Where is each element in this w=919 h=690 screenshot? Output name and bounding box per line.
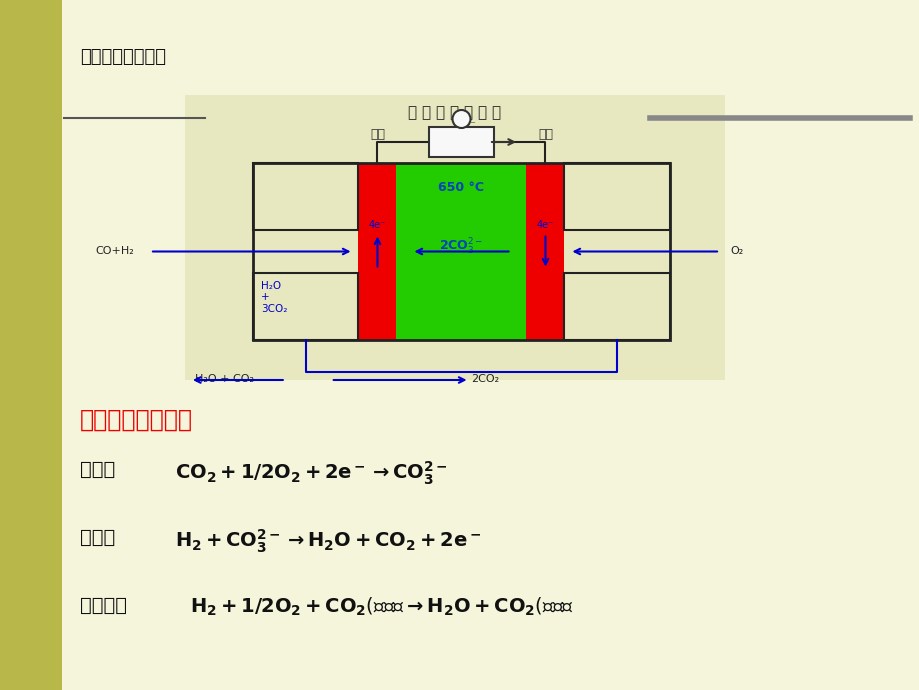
Text: 反 应 原 理 示 意 图: 反 应 原 理 示 意 图 [408,106,501,121]
Text: $\mathbf{H_2+1/2O_2+CO_2}$(阴极）$\mathbf{\rightarrow H_2O+CO_2}$(阳极）: $\mathbf{H_2+1/2O_2+CO_2}$(阴极）$\mathbf{\… [190,596,573,618]
Text: 4e⁻: 4e⁻ [456,120,476,130]
Text: H₂O + CO₂: H₂O + CO₂ [195,374,254,384]
Text: 阴极: 阴极 [538,128,552,141]
Bar [358,163,396,340]
Circle shape [452,110,470,128]
Bar [0,0,62,690]
Text: H₂O
+
3CO₂: H₂O + 3CO₂ [261,281,287,314]
Text: 650 °C: 650 °C [438,181,484,194]
Text: 阴极：: 阴极： [80,460,115,479]
Text: $\mathbf{H_2+CO_3^{2-}\rightarrow H_2O+CO_2+2e^-}$: $\mathbf{H_2+CO_3^{2-}\rightarrow H_2O+C… [175,528,481,555]
Text: 工作原理如下图：: 工作原理如下图： [80,48,165,66]
Bar [428,127,494,157]
Text: 4e⁻: 4e⁻ [537,219,553,230]
Bar [185,95,724,380]
Bar [526,163,564,340]
Bar [564,163,669,230]
Bar [564,273,669,340]
Text: O₂: O₂ [729,246,743,257]
Text: 阳极: 阳极 [369,128,384,141]
Bar [253,163,358,230]
Bar [396,163,526,340]
Bar [253,273,358,340]
Text: 2CO₂: 2CO₂ [471,374,499,384]
Bar [253,163,669,340]
Text: 总反应：: 总反应： [80,596,127,615]
Text: $\mathbf{CO_2+1/2O_2+2e^-\rightarrow CO_3^{2-}}$: $\mathbf{CO_2+1/2O_2+2e^-\rightarrow CO_… [175,460,448,487]
Text: 2CO$_3^{2-}$: 2CO$_3^{2-}$ [439,237,483,257]
Text: 阳极：: 阳极： [80,528,115,547]
Text: 4e⁻: 4e⁻ [369,219,386,230]
Text: 电池反应方程式：: 电池反应方程式： [80,408,193,432]
Text: CO+H₂: CO+H₂ [95,246,133,257]
